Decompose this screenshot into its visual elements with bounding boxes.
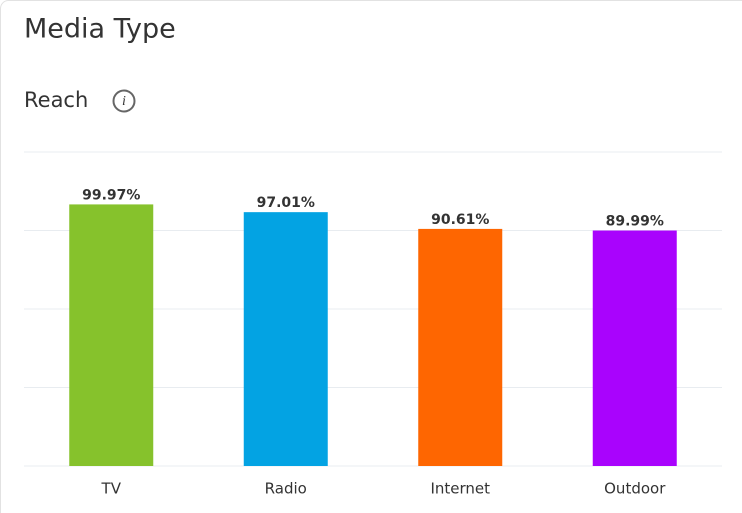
info-icon[interactable]: i xyxy=(112,89,136,113)
value-label: 99.97% xyxy=(82,187,140,203)
x-tick-label: Internet xyxy=(430,480,490,498)
x-tick-label: Radio xyxy=(265,480,307,498)
value-label: 89.99% xyxy=(606,214,664,230)
bar xyxy=(418,228,503,466)
x-tick-label: TV xyxy=(101,480,122,498)
svg-text:i: i xyxy=(122,94,126,109)
chart-title: Media Type xyxy=(24,14,176,45)
bar xyxy=(243,212,328,466)
bar xyxy=(69,204,154,466)
chart-subtitle: Reach xyxy=(24,88,88,112)
value-label: 97.01% xyxy=(257,195,315,211)
value-label: 90.61% xyxy=(431,212,489,228)
bar xyxy=(592,230,677,466)
x-tick-label: Outdoor xyxy=(604,480,666,498)
